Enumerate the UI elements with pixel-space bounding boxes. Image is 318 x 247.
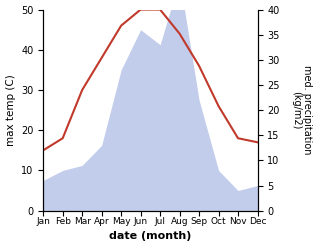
Y-axis label: max temp (C): max temp (C) bbox=[5, 74, 16, 146]
Y-axis label: med. precipitation
(kg/m2): med. precipitation (kg/m2) bbox=[291, 65, 313, 155]
X-axis label: date (month): date (month) bbox=[109, 231, 191, 242]
